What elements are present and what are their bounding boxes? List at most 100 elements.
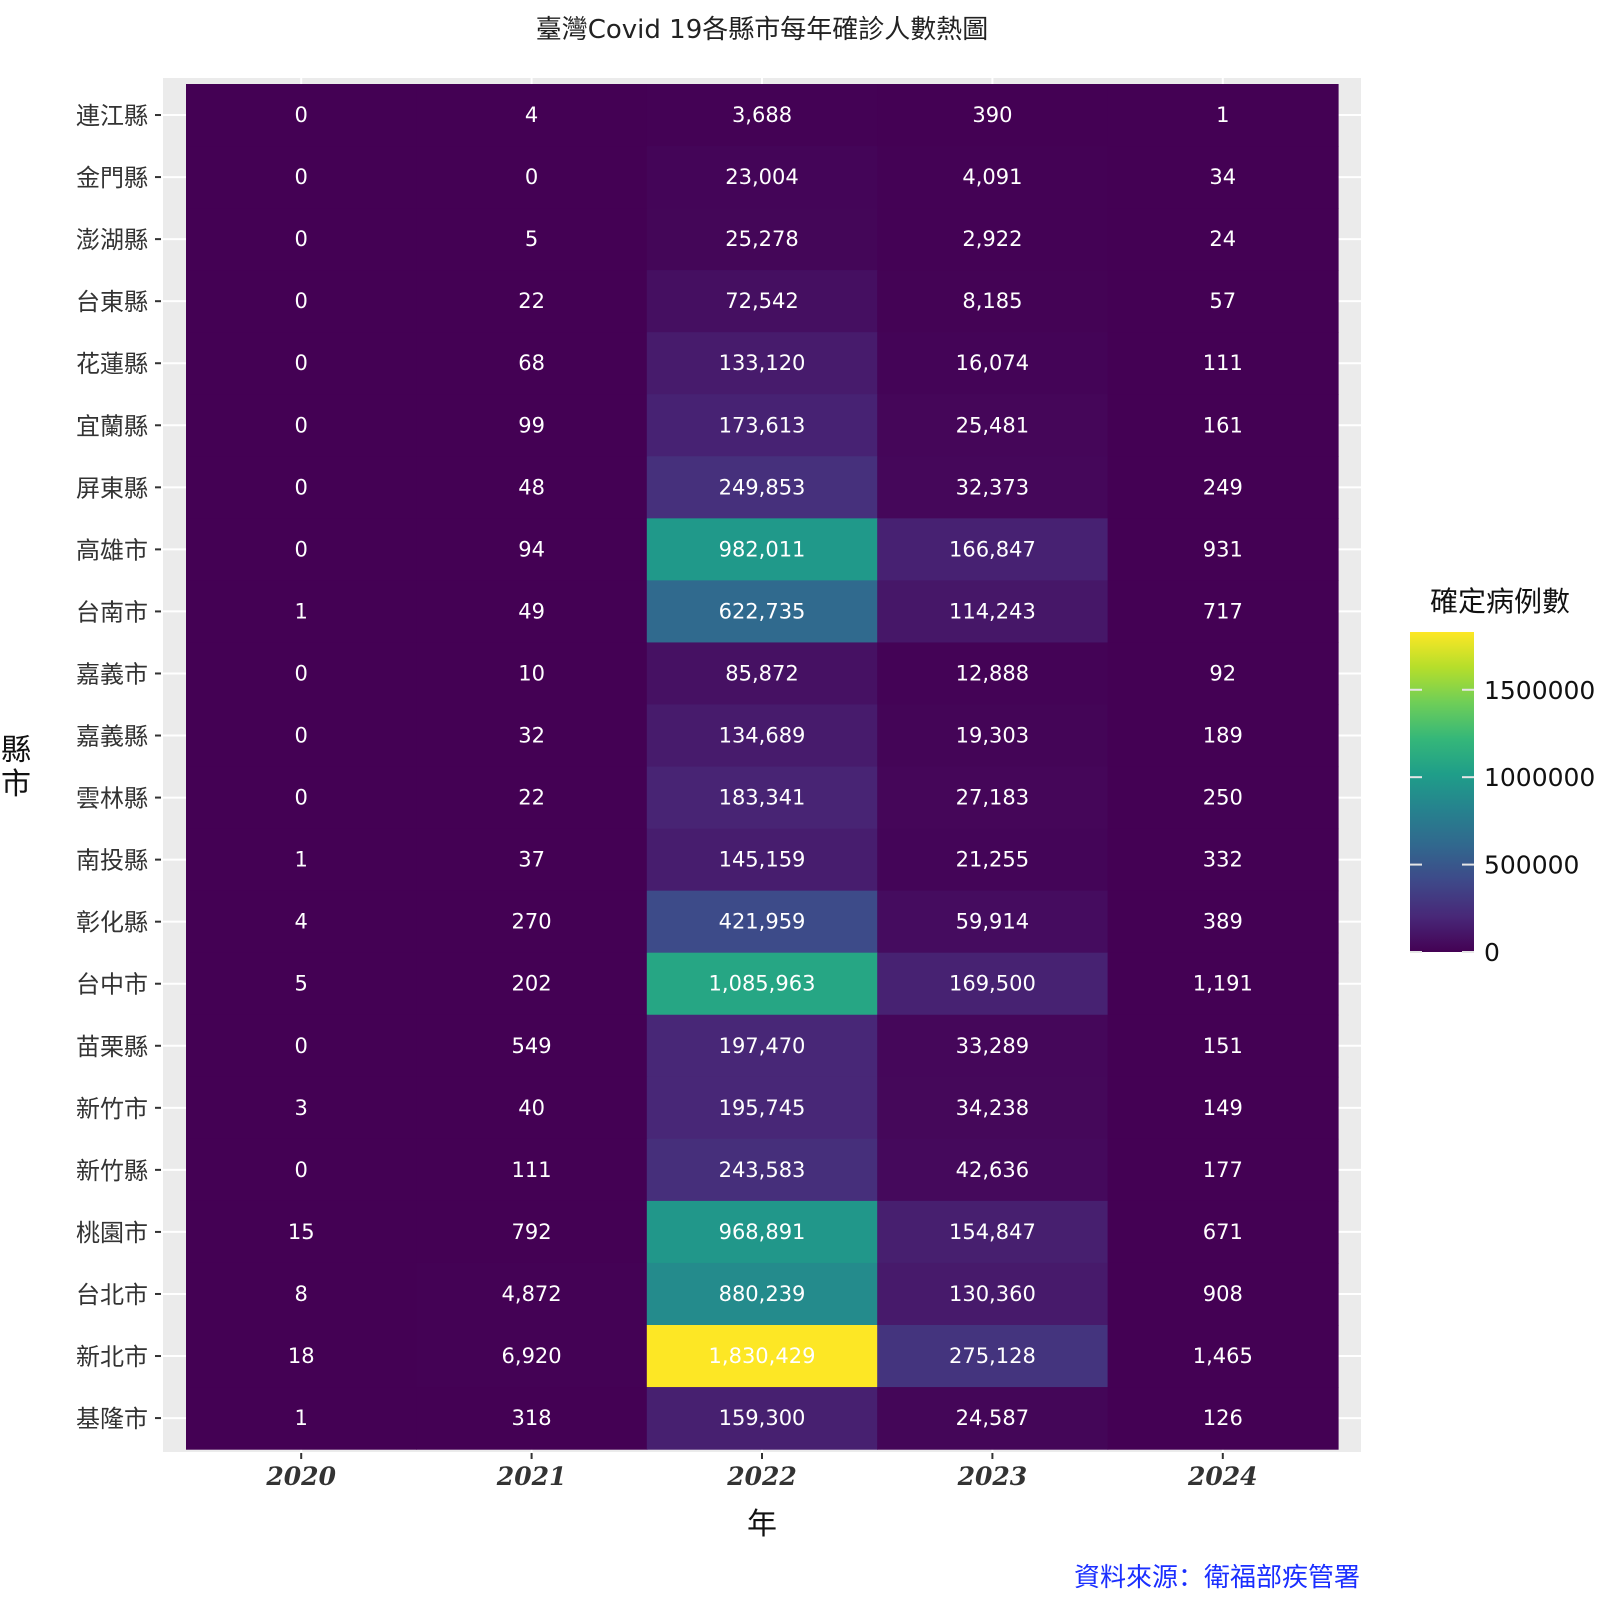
heatmap-cell xyxy=(646,1200,878,1264)
legend-title: 確定病例數 xyxy=(1430,585,1570,618)
cell-value-label: 57 xyxy=(1209,289,1236,313)
heatmap-cell xyxy=(416,766,648,830)
x-tick-label: 2021 xyxy=(496,1462,567,1491)
cell-value-label: 68 xyxy=(518,351,545,375)
cell-value-label: 0 xyxy=(295,475,308,499)
heatmap-cell xyxy=(1107,1325,1339,1388)
heatmap-cell xyxy=(186,456,417,519)
heatmap-cell xyxy=(646,270,878,333)
cell-value-label: 25,278 xyxy=(725,227,798,251)
heatmap-cell xyxy=(877,1014,1109,1078)
legend-colorbar xyxy=(1410,632,1474,952)
y-tick-label: 花蓮縣 xyxy=(76,350,148,378)
cell-value-label: 1 xyxy=(295,1406,308,1430)
heatmap-cell xyxy=(416,828,648,892)
heatmap-cell xyxy=(416,642,648,706)
heatmap-cell xyxy=(646,208,878,271)
heatmap-cell xyxy=(186,704,417,768)
heatmap-cell xyxy=(646,332,878,395)
y-axis-label: 縣市 xyxy=(1,733,31,802)
cell-value-label: 421,959 xyxy=(719,910,806,934)
heatmap-cell xyxy=(416,270,648,333)
x-tick-label: 2020 xyxy=(265,1462,336,1491)
heatmap-cell xyxy=(416,208,648,271)
heatmap-cell xyxy=(1107,890,1339,954)
heatmap-cell xyxy=(416,580,648,644)
heatmap-cell xyxy=(1107,270,1339,333)
heatmap-cell xyxy=(877,84,1109,147)
heatmap-cell xyxy=(186,1262,417,1326)
cell-value-label: 173,613 xyxy=(719,413,806,437)
cell-value-label: 1,830,429 xyxy=(709,1344,816,1368)
heatmap-cell xyxy=(877,394,1109,457)
heatmap-cell xyxy=(877,1076,1109,1140)
cell-value-label: 549 xyxy=(512,1034,552,1058)
heatmap-cell xyxy=(1107,704,1339,768)
cell-value-label: 390 xyxy=(972,103,1012,127)
cell-value-label: 717 xyxy=(1203,599,1243,623)
y-tick-label: 金門縣 xyxy=(76,164,148,192)
heatmap-cell xyxy=(416,1262,648,1326)
color-legend: 確定病例數 0 500000 1000000 1500000 xyxy=(1410,585,1595,967)
cell-value-label: 6,920 xyxy=(502,1344,562,1368)
heatmap-cell xyxy=(877,1325,1109,1388)
x-tick-label: 2023 xyxy=(957,1462,1028,1491)
x-tick-label: 2022 xyxy=(726,1462,797,1491)
cell-value-label: 0 xyxy=(295,724,308,748)
cell-value-label: 49 xyxy=(518,599,545,623)
heatmap-cell xyxy=(416,1014,648,1078)
cell-value-label: 21,255 xyxy=(956,848,1029,872)
y-tick-label: 嘉義市 xyxy=(76,660,148,688)
heatmap-cell xyxy=(1107,580,1339,644)
cell-value-label: 0 xyxy=(295,1034,308,1058)
heatmap-cell xyxy=(1107,394,1339,457)
cell-value-label: 134,689 xyxy=(719,724,806,748)
y-axis: 連江縣金門縣澎湖縣台東縣花蓮縣宜蘭縣屏東縣高雄市台南市嘉義市嘉義縣雲林縣南投縣彰… xyxy=(76,102,161,1433)
heatmap-cell xyxy=(186,208,417,271)
y-tick-label: 澎湖縣 xyxy=(76,226,148,254)
y-tick-label: 台中市 xyxy=(76,971,148,999)
heatmap-cell xyxy=(646,1138,878,1202)
cell-value-label: 5 xyxy=(295,972,308,996)
cell-value-label: 968,891 xyxy=(719,1220,806,1244)
cell-value-label: 177 xyxy=(1203,1158,1243,1182)
y-tick-label: 桃園市 xyxy=(76,1219,148,1247)
heatmap-cell xyxy=(416,952,648,1016)
cell-value-label: 5 xyxy=(525,227,538,251)
x-axis: 2020 2021 2022 2023 2024 xyxy=(265,1453,1258,1491)
heatmap-cell xyxy=(186,1138,417,1202)
heatmap-cell xyxy=(1107,642,1339,706)
cell-value-label: 27,183 xyxy=(956,786,1029,810)
heatmap-cell xyxy=(646,828,878,892)
heatmap-cell xyxy=(416,518,648,581)
cell-value-label: 32,373 xyxy=(956,475,1029,499)
cell-value-label: 24 xyxy=(1209,227,1236,251)
y-tick-label: 苗栗縣 xyxy=(76,1033,148,1061)
cell-value-label: 111 xyxy=(512,1158,552,1182)
cell-value-label: 270 xyxy=(512,910,552,934)
heatmap-cell xyxy=(877,146,1109,209)
cell-value-label: 8 xyxy=(295,1282,308,1306)
cell-value-label: 0 xyxy=(295,537,308,561)
legend-tick-label: 1000000 xyxy=(1484,763,1595,792)
heatmap-cell xyxy=(646,84,878,147)
cell-value-label: 159,300 xyxy=(719,1406,806,1430)
heatmap-cell xyxy=(186,642,417,706)
heatmap-cell xyxy=(1107,766,1339,830)
cell-value-label: 4,872 xyxy=(502,1282,562,1306)
cell-value-label: 4 xyxy=(525,103,538,127)
x-axis-label: 年 xyxy=(747,1507,777,1542)
cell-value-label: 151 xyxy=(1203,1034,1243,1058)
cell-value-label: 249,853 xyxy=(719,475,806,499)
cell-value-label: 18 xyxy=(288,1344,315,1368)
heatmap-cell xyxy=(877,890,1109,954)
cell-value-label: 1,465 xyxy=(1193,1344,1253,1368)
heatmap-cell xyxy=(646,890,878,954)
heatmap-cell xyxy=(186,766,417,830)
cell-value-label: 0 xyxy=(295,289,308,313)
heatmap-cell xyxy=(646,1014,878,1078)
cell-value-label: 32 xyxy=(518,724,545,748)
heatmap-cell xyxy=(646,580,878,644)
y-tick-label: 台東縣 xyxy=(76,288,148,316)
heatmap-cell xyxy=(416,84,648,147)
